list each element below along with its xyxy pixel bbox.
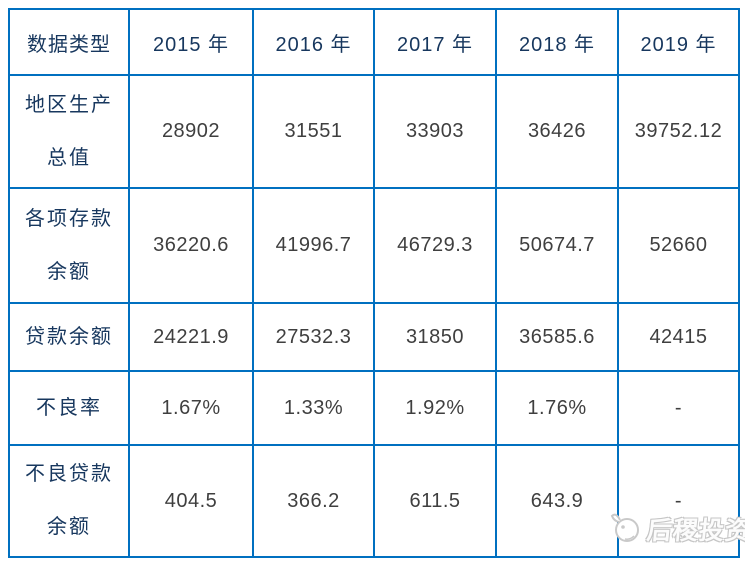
value-cell: 1.67% [128, 370, 254, 446]
row-label-line: 余额 [47, 516, 91, 538]
value-cell: 36220.6 [128, 187, 254, 304]
value-cell: 611.5 [373, 444, 497, 558]
value-cell: 31551 [252, 74, 375, 189]
value-cell: 24221.9 [128, 302, 254, 372]
value-cell: 1.92% [373, 370, 497, 446]
value-cell: 50674.7 [495, 187, 619, 304]
value-cell: 1.76% [495, 370, 619, 446]
row-label-line: 贷款余额 [25, 325, 113, 348]
row-label-line: 总值 [47, 146, 91, 169]
header-cell-2019: 2019 年 [617, 8, 740, 76]
table-row-npl-ratio: 不良率 1.67% 1.33% 1.92% 1.76% - [8, 370, 740, 446]
data-table: 数据类型 2015 年 2016 年 2017 年 2018 年 2019 年 … [8, 8, 740, 558]
table-row-npl-balance: 不良贷款 余额 404.5 366.2 611.5 643.9 - [8, 444, 740, 558]
value-cell: 27532.3 [252, 302, 375, 372]
value-cell: 31850 [373, 302, 497, 372]
row-label-cell-loans: 贷款余额 [8, 302, 130, 372]
value-cell: - [617, 370, 740, 446]
row-label-line: 各项存款 [25, 207, 113, 230]
table-row-loans: 贷款余额 24221.9 27532.3 31850 36585.6 42415 [8, 302, 740, 372]
row-label-line: 不良贷款 [25, 463, 113, 485]
table-header-row: 数据类型 2015 年 2016 年 2017 年 2018 年 2019 年 [8, 8, 740, 76]
row-label-cell-deposits: 各项存款 余额 [8, 187, 130, 304]
value-cell: 42415 [617, 302, 740, 372]
value-cell: 39752.12 [617, 74, 740, 189]
row-label-line: 余额 [47, 260, 91, 283]
row-label-cell-npl-balance: 不良贷款 余额 [8, 444, 130, 558]
value-cell: 41996.7 [252, 187, 375, 304]
value-cell: 36585.6 [495, 302, 619, 372]
value-cell: 1.33% [252, 370, 375, 446]
row-label-line: 地区生产 [25, 93, 113, 116]
header-cell-2018: 2018 年 [495, 8, 619, 76]
header-cell-2016: 2016 年 [252, 8, 375, 76]
value-cell: 46729.3 [373, 187, 497, 304]
row-label-line: 不良率 [36, 396, 102, 419]
value-cell: - [617, 444, 740, 558]
header-cell-data-type: 数据类型 [8, 8, 130, 76]
header-cell-2015: 2015 年 [128, 8, 254, 76]
value-cell: 366.2 [252, 444, 375, 558]
table-row-deposits: 各项存款 余额 36220.6 41996.7 46729.3 50674.7 … [8, 187, 740, 304]
value-cell: 33903 [373, 74, 497, 189]
value-cell: 404.5 [128, 444, 254, 558]
value-cell: 28902 [128, 74, 254, 189]
value-cell: 36426 [495, 74, 619, 189]
header-cell-2017: 2017 年 [373, 8, 497, 76]
table-row-gdp: 地区生产 总值 28902 31551 33903 36426 39752.12 [8, 74, 740, 189]
value-cell: 643.9 [495, 444, 619, 558]
value-cell: 52660 [617, 187, 740, 304]
row-label-cell-gdp: 地区生产 总值 [8, 74, 130, 189]
row-label-cell-npl-ratio: 不良率 [8, 370, 130, 446]
